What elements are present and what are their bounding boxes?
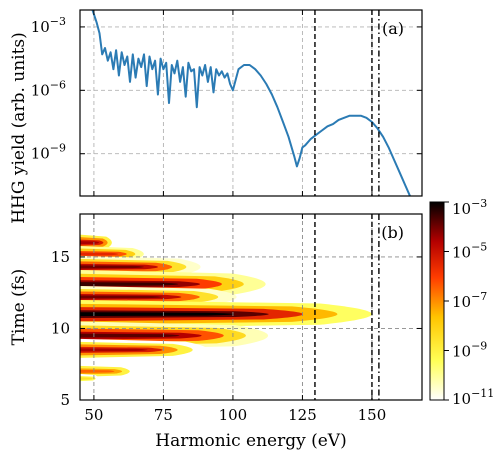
x-tick-label: 50	[84, 406, 103, 424]
colorbar-tick-label: 10−7	[452, 290, 487, 311]
panel-a-label: (a)	[382, 19, 404, 38]
panel-a-frame	[79, 9, 423, 197]
heatmap-burst-band	[80, 265, 144, 269]
panel-a-vlines	[314, 10, 380, 196]
panel-b-y-axis-title: Time (fs)	[9, 269, 29, 346]
panel-a-ytick-label: 10−9	[31, 142, 66, 163]
colorbar-gradient	[429, 201, 445, 401]
panel-b-ytick-label: 5	[60, 391, 70, 409]
panel-b-frame	[79, 213, 423, 401]
heatmap-burst-band	[80, 348, 148, 352]
x-axis-title: Harmonic energy (eV)	[155, 431, 346, 451]
colorbar-tick-label: 10−3	[452, 197, 487, 218]
panel-b-vlines	[314, 214, 380, 400]
panel-a: 10−3 10−6 10−9 (a)	[31, 9, 423, 197]
heatmap-burst-band	[80, 252, 119, 256]
x-tick-label: 100	[219, 406, 248, 424]
panel-a-y-axis-title: HHG yield (arb. units)	[9, 32, 29, 224]
heatmap-burst-band	[80, 241, 100, 245]
panel-a-ytick-label: 10−3	[31, 15, 66, 36]
heatmap-burst-band	[80, 333, 180, 338]
heatmap-burst-band	[80, 295, 163, 299]
heatmap-burst-band	[80, 312, 235, 317]
colorbar-tick-label: 10−11	[452, 387, 494, 408]
heatmap-burst-band	[80, 369, 115, 373]
x-tick-label: 75	[154, 406, 173, 424]
colorbar: 10−3 10−5 10−7 10−9 10−11	[429, 197, 494, 408]
panel-a-ticks: 10−3 10−6 10−9	[31, 10, 422, 196]
colorbar-tick-label: 10−9	[452, 340, 487, 361]
heatmap-burst-band	[80, 282, 179, 287]
panel-b-heatmap-layer	[80, 231, 372, 384]
panel-a-grid	[80, 10, 422, 196]
panel-b-ytick-label: 10	[51, 319, 70, 337]
x-tick-label: 125	[288, 406, 317, 424]
panel-a-ytick-label: 10−6	[31, 78, 66, 99]
colorbar-ticks: 10−3 10−5 10−7 10−9 10−11	[444, 197, 494, 408]
heatmap-burst-band	[80, 377, 93, 380]
panel-b-ticks: 50 75 100 125 150 5 10 15	[51, 214, 422, 424]
colorbar-tick-label: 10−5	[452, 241, 487, 262]
panel-a-line-layer	[91, 10, 412, 196]
panel-b: 50 75 100 125 150 5 10 15 (b)	[51, 213, 423, 424]
panel-b-ytick-label: 15	[51, 248, 70, 266]
panel-a-series-line	[91, 10, 412, 196]
x-tick-label: 150	[358, 406, 387, 424]
panel-b-label: (b)	[381, 223, 404, 242]
